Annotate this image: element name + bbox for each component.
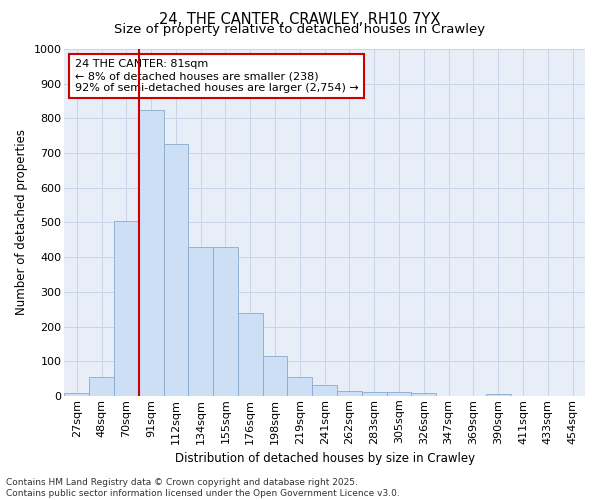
Bar [362,392,386,396]
Y-axis label: Number of detached properties: Number of detached properties [15,130,28,316]
Bar [164,144,188,396]
Bar [337,391,362,396]
Bar [89,377,114,396]
Bar [238,312,263,396]
Bar [213,246,238,396]
Bar [114,220,139,396]
Bar [412,393,436,396]
Bar [312,386,337,396]
Text: Size of property relative to detached houses in Crawley: Size of property relative to detached ho… [115,22,485,36]
Bar [139,110,164,396]
Bar [263,356,287,396]
Bar [386,392,412,396]
Bar [64,393,89,396]
Text: 24, THE CANTER, CRAWLEY, RH10 7YX: 24, THE CANTER, CRAWLEY, RH10 7YX [160,12,440,28]
Bar [188,246,213,396]
Text: Contains HM Land Registry data © Crown copyright and database right 2025.
Contai: Contains HM Land Registry data © Crown c… [6,478,400,498]
Bar [287,377,312,396]
Bar [486,394,511,396]
X-axis label: Distribution of detached houses by size in Crawley: Distribution of detached houses by size … [175,452,475,465]
Text: 24 THE CANTER: 81sqm
← 8% of detached houses are smaller (238)
92% of semi-detac: 24 THE CANTER: 81sqm ← 8% of detached ho… [75,60,358,92]
